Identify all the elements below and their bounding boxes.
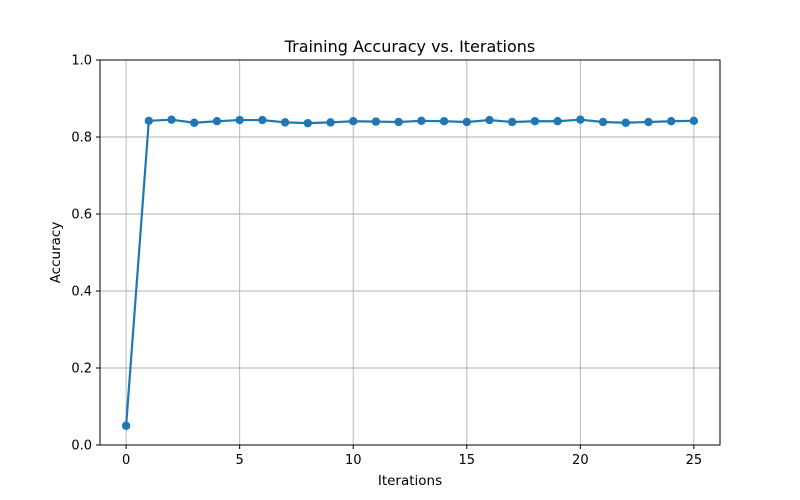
data-point	[530, 117, 540, 126]
data-point	[553, 117, 562, 126]
x-tick-label: 10	[345, 453, 362, 468]
data-point	[349, 117, 358, 126]
data-point	[439, 117, 449, 126]
x-tick-label: 20	[572, 453, 589, 468]
data-point	[621, 118, 630, 127]
data-point	[303, 118, 313, 128]
data-point	[689, 116, 699, 126]
x-tick-label: 5	[236, 453, 244, 468]
data-point	[371, 117, 381, 126]
data-point	[190, 118, 199, 127]
data-point	[417, 116, 426, 126]
data-point	[167, 115, 176, 124]
y-tick-label: 0.8	[71, 131, 92, 146]
data-point	[144, 116, 154, 126]
y-tick-label: 0.2	[71, 362, 92, 377]
data-point	[485, 115, 494, 125]
x-tick-label: 0	[122, 453, 130, 468]
y-tick-label: 0.4	[71, 285, 92, 300]
data-point	[280, 118, 290, 127]
plot-frame	[99, 59, 721, 446]
x-axis-ticks: 0 5 10 15 20 25	[122, 445, 702, 468]
data-point	[666, 117, 676, 126]
data-point	[235, 115, 244, 125]
data-point	[258, 115, 267, 125]
grid	[100, 59, 720, 446]
series-layer	[121, 115, 699, 430]
y-tick-label: 0.0	[71, 439, 92, 454]
y-axis-label: Accuracy	[48, 222, 64, 284]
data-point	[598, 117, 608, 127]
x-tick-label: 15	[459, 453, 476, 468]
y-axis-ticks: 0.0 0.2 0.4 0.6 0.8 1.0	[71, 54, 100, 454]
chart-title: Training Accuracy vs. Iterations	[284, 37, 536, 56]
x-axis-label: Iterations	[378, 473, 442, 489]
data-point	[462, 117, 471, 127]
data-point	[644, 117, 653, 127]
data-point	[576, 115, 585, 124]
data-point	[326, 118, 335, 127]
data-point	[121, 421, 131, 430]
series-line	[125, 118, 694, 426]
data-point	[394, 117, 403, 127]
data-point	[507, 117, 517, 127]
y-tick-label: 0.6	[71, 208, 92, 223]
y-tick-label: 1.0	[71, 54, 92, 69]
data-point	[212, 117, 222, 126]
x-tick-label: 25	[686, 453, 703, 468]
